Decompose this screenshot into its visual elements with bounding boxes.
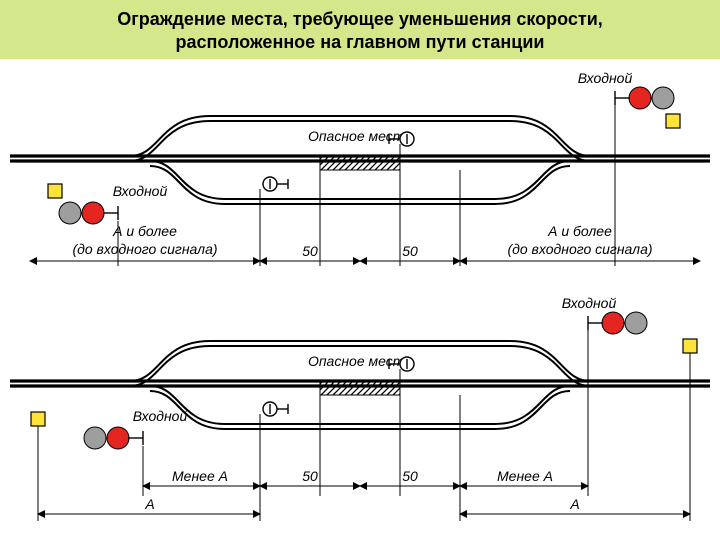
grey-head-r1 [652, 87, 674, 109]
entry-right-2: Входной [562, 295, 617, 311]
svg-text:А и более: А и более [112, 223, 177, 239]
title-line-1: Ограждение места, требующее уменьшения с… [20, 8, 700, 31]
title-line-2: расположенное на главном пути станции [20, 31, 700, 54]
entry-right-1: Входной [578, 70, 633, 86]
svg-text:50: 50 [302, 243, 318, 259]
svg-text:50: 50 [402, 243, 418, 259]
svg-text:А: А [569, 496, 579, 512]
svg-text:А и более: А и более [547, 223, 612, 239]
diagram-wrap: Опасное место Входной Входной А и [0, 59, 720, 531]
diagram-svg: Опасное место Входной Входной А и [10, 61, 710, 531]
danger-label-1: Опасное место [308, 128, 412, 144]
red-head-r1 [629, 87, 651, 109]
svg-text:А: А [144, 496, 154, 512]
yellow-sq-left-2 [31, 412, 45, 426]
danger-label-2: Опасное место [308, 353, 412, 369]
diagram-upper: Опасное место Входной Входной А и [10, 70, 710, 266]
grey-head-l1 [59, 202, 81, 224]
title-block: Ограждение места, требующее уменьшения с… [0, 0, 720, 59]
svg-text:(до входного сигнала): (до входного сигнала) [507, 241, 652, 257]
red-head-l1 [82, 202, 104, 224]
svg-text:Менее А: Менее А [497, 468, 553, 484]
svg-text:50: 50 [302, 468, 318, 484]
svg-text:Менее А: Менее А [172, 468, 228, 484]
svg-text:50: 50 [402, 468, 418, 484]
yellow-sq-left-1 [48, 184, 62, 198]
diagram-lower: Опасное место Входной Входной [10, 295, 710, 521]
yellow-sq-right-2 [683, 339, 697, 353]
yellow-sq-right-1 [666, 114, 680, 128]
entry-left-1: Входной [113, 183, 168, 199]
entry-left-2: Входной [133, 408, 188, 424]
svg-text:(до входного сигнала): (до входного сигнала) [72, 241, 217, 257]
